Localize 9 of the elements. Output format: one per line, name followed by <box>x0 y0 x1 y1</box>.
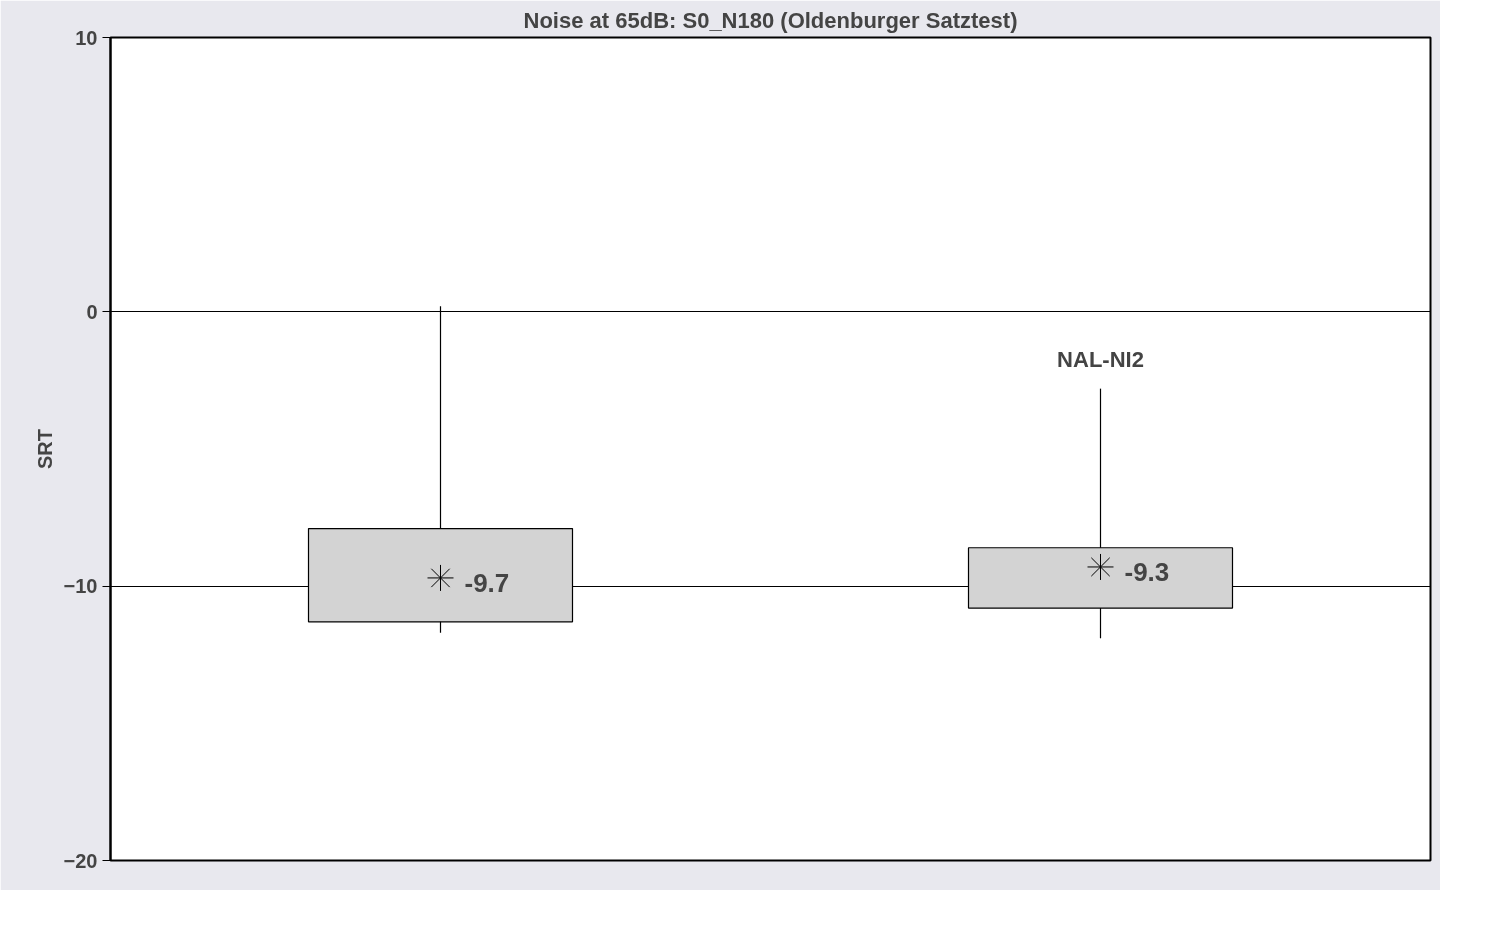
chart-title: Noise at 65dB: S0_N180 (Oldenburger Satztest) <box>523 7 1018 33</box>
y-tick-label: −10 <box>63 575 98 598</box>
y-tick-label: −20 <box>63 849 98 872</box>
y-tick-label: 0 <box>86 300 98 323</box>
y-tick-label: 10 <box>75 26 98 49</box>
text: -9.7 <box>464 567 510 598</box>
x-tick-label: NAL-NI2 <box>1057 346 1144 372</box>
y-axis-title: SRT <box>33 429 56 469</box>
text: -9.3 <box>1124 556 1170 587</box>
